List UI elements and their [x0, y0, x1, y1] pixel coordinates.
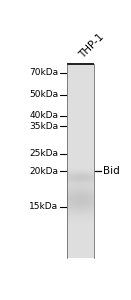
Text: 40kDa: 40kDa — [29, 111, 59, 120]
Text: 70kDa: 70kDa — [29, 68, 59, 77]
Text: 50kDa: 50kDa — [29, 90, 59, 99]
Text: THP-1: THP-1 — [77, 32, 106, 60]
Text: 25kDa: 25kDa — [29, 149, 59, 158]
Text: Bid: Bid — [103, 166, 119, 176]
Text: 35kDa: 35kDa — [29, 122, 59, 130]
Text: 15kDa: 15kDa — [29, 202, 59, 211]
Text: 20kDa: 20kDa — [29, 167, 59, 176]
